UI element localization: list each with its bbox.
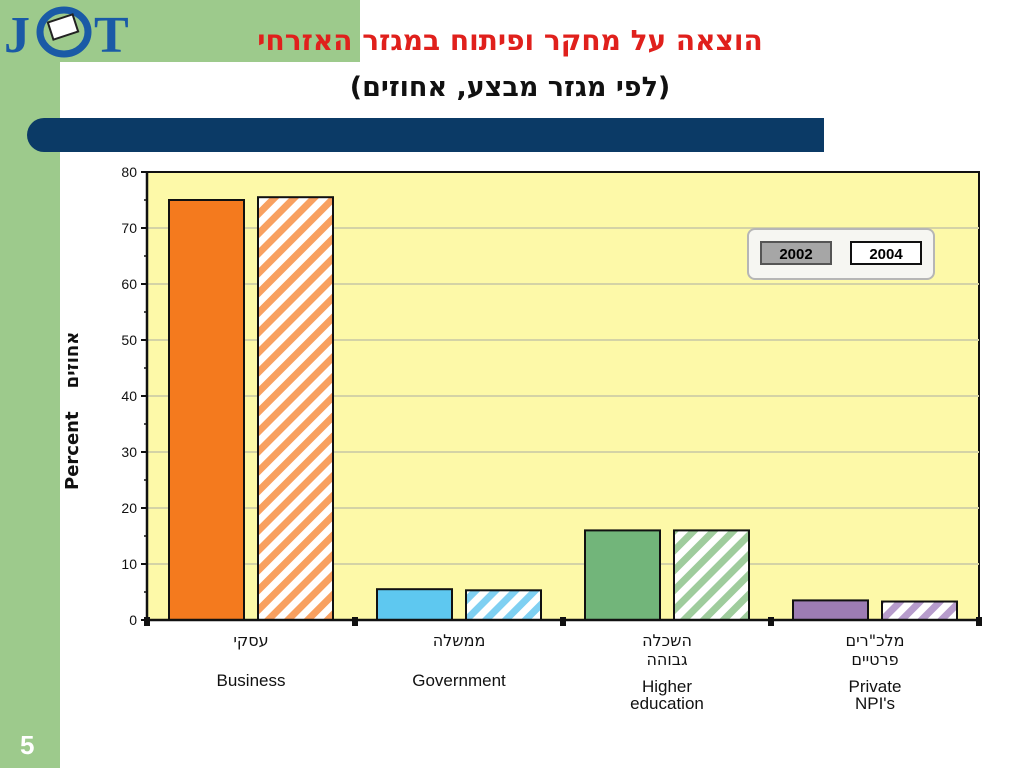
legend-item-2002: 2002 bbox=[760, 241, 832, 265]
x-tick bbox=[144, 617, 150, 626]
x-category-label-en: Higher bbox=[642, 677, 692, 696]
logo-ring bbox=[36, 6, 92, 58]
x-category-label-he: גבוהה bbox=[646, 650, 688, 669]
bar-2002 bbox=[792, 599, 869, 621]
x-category-label-he: מלכ"רים bbox=[845, 631, 904, 650]
y-tick-label: 20 bbox=[121, 500, 137, 516]
y-axis-label-en: Percent bbox=[62, 411, 83, 490]
x-category-label-en: Government bbox=[412, 671, 506, 690]
x-category-label-he: ממשלה bbox=[433, 631, 486, 650]
y-tick-label: 10 bbox=[121, 556, 137, 572]
page-number: 5 bbox=[20, 730, 35, 760]
x-tick bbox=[560, 617, 566, 626]
bars bbox=[168, 196, 958, 622]
bar-2002 bbox=[584, 529, 661, 621]
bar-2004 bbox=[465, 589, 542, 622]
x-category-label-en: education bbox=[630, 694, 704, 713]
bar-2004 bbox=[881, 600, 958, 621]
logo-book-icon bbox=[46, 13, 80, 41]
y-tick-label: 70 bbox=[121, 220, 137, 236]
y-tick-label: 80 bbox=[121, 164, 137, 180]
y-axis-label-he: אחוזים bbox=[62, 332, 83, 389]
chart-legend: 2002 2004 bbox=[747, 228, 935, 280]
x-category-label-en: NPI's bbox=[855, 694, 895, 713]
slide-title: הוצאה על מחקר ופיתוח במגזר האזרחי bbox=[257, 24, 763, 57]
x-category-label-en: Business bbox=[217, 671, 286, 690]
x-category-label-en: Private bbox=[849, 677, 902, 696]
y-tick-label: 60 bbox=[121, 276, 137, 292]
logo-letter-t: T bbox=[94, 7, 129, 60]
x-category-label-he: השכלה bbox=[642, 631, 692, 650]
y-tick-label: 40 bbox=[121, 388, 137, 404]
legend-item-2004: 2004 bbox=[850, 241, 922, 265]
jct-logo: J T bbox=[4, 6, 129, 60]
bar-2004 bbox=[673, 529, 750, 621]
slide-subtitle: (לפי מגזר מבצע, אחוזים) bbox=[349, 72, 671, 103]
y-tick-label: 30 bbox=[121, 444, 137, 460]
x-tick bbox=[768, 617, 774, 626]
x-category-label-he: פרטיים bbox=[851, 650, 898, 669]
title-divider-bar bbox=[27, 118, 824, 152]
x-category-label-he: עסקי bbox=[233, 631, 268, 650]
y-tick-label: 0 bbox=[129, 612, 137, 628]
axes: 0 10 20 30 40 50 60 70 80 עסקי Business ממשלה Govern… bbox=[121, 164, 982, 713]
x-tick bbox=[976, 617, 982, 626]
bar-2004 bbox=[257, 196, 334, 621]
logo-letter-j: J bbox=[4, 7, 30, 60]
y-tick-label: 50 bbox=[121, 332, 137, 348]
bar-2002 bbox=[168, 199, 245, 621]
bar-2002 bbox=[376, 588, 453, 622]
x-tick bbox=[352, 617, 358, 626]
